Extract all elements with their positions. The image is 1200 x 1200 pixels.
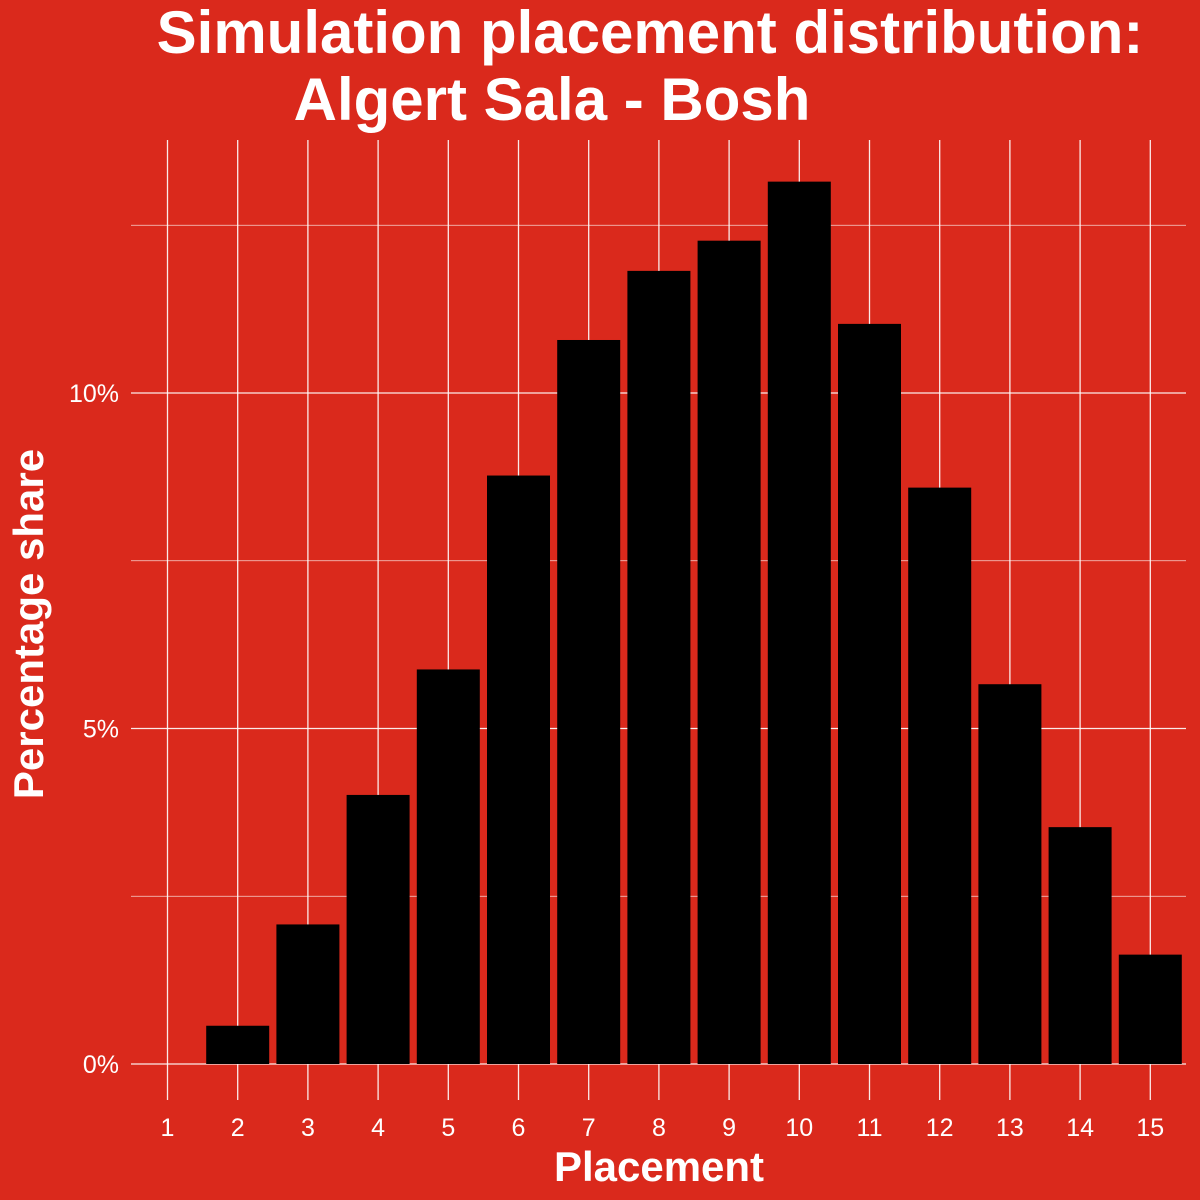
bars [206,181,1182,1065]
chart-title-line-2: Algert Sala - Bosh [294,66,811,133]
bar-placement-6 [487,475,550,1065]
x-tick-label: 7 [582,1114,596,1142]
bar-placement-9 [697,240,761,1065]
y-axis-title: Percentage share [5,449,52,799]
x-tick-label: 11 [857,1114,883,1142]
bar-placement-12 [908,487,972,1065]
bar-placement-7 [557,339,621,1065]
x-tick-label: 15 [1136,1114,1164,1142]
bar-placement-2 [206,1025,270,1064]
bar-placement-14 [1048,827,1112,1064]
x-tick-label: 2 [231,1114,245,1142]
x-tick-label: 3 [301,1114,315,1142]
bar-placement-10 [767,181,831,1064]
bar-placement-15 [1118,954,1182,1064]
x-tick-label: 5 [441,1114,455,1142]
x-tick-label: 4 [371,1114,385,1142]
x-tick-label: 9 [722,1114,736,1142]
x-tick-label: 13 [996,1114,1024,1142]
bar-placement-8 [627,270,691,1064]
y-tick-label: 10% [69,380,119,408]
x-tick-label: 10 [785,1114,813,1142]
bar-placement-3 [276,924,340,1064]
bar-placement-4 [346,794,410,1064]
bar-placement-13 [978,684,1042,1064]
x-tick-label: 6 [512,1114,526,1142]
y-axis-ticks: 0% 5% 10% [69,380,119,1079]
x-axis-title: Placement [554,1143,764,1190]
bar-placement-11 [838,323,901,1065]
y-tick-label: 5% [83,716,119,744]
y-tick-label: 0% [83,1051,119,1079]
bar-placement-5 [416,669,480,1064]
x-tick-label: 8 [652,1114,666,1142]
x-axis-ticks: 1 2 3 4 5 6 7 8 9 10 11 12 13 14 15 [161,1114,1165,1142]
x-tick-label: 12 [926,1114,954,1142]
x-tick-label: 1 [161,1114,175,1142]
x-tick-label: 14 [1066,1114,1094,1142]
chart-title-line-1: Simulation placement distribution: [157,0,1144,66]
